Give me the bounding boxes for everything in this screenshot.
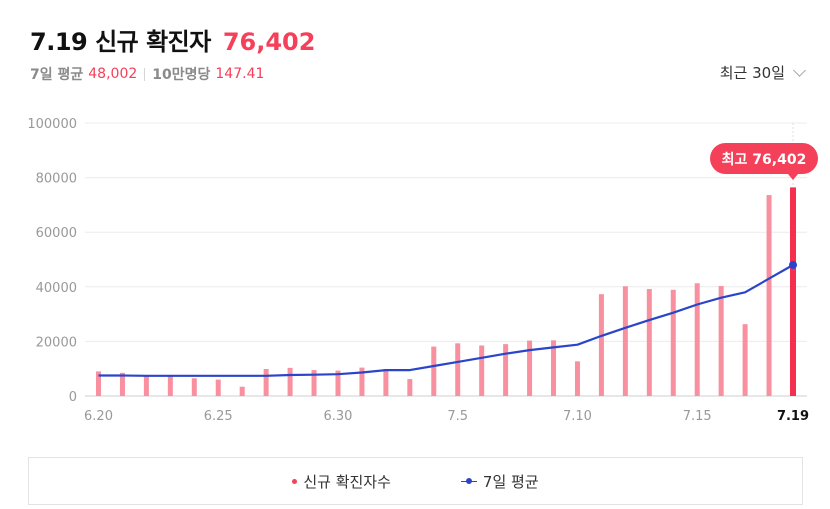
bar xyxy=(96,371,101,396)
average-line xyxy=(98,264,794,377)
bar xyxy=(335,370,341,396)
x-tick-label: 7.10 xyxy=(563,409,592,424)
avg-label: 7일 평균 xyxy=(30,67,84,83)
headline-value: 76,402 xyxy=(222,28,316,56)
bar xyxy=(287,367,293,396)
dot-icon xyxy=(292,478,298,484)
page-header: 7.19 신규 확진자 76,402 xyxy=(30,22,315,57)
legend-label-average: 7일 평균 xyxy=(482,472,539,491)
y-axis-labels: 0 20000 40000 60000 80000 100000 xyxy=(27,117,77,405)
bar-series xyxy=(96,187,796,396)
average-point xyxy=(789,260,797,269)
annotation-pointer xyxy=(788,174,798,180)
bar xyxy=(479,345,485,396)
bar xyxy=(191,378,197,396)
bar xyxy=(694,283,700,396)
bar xyxy=(598,294,604,396)
bar xyxy=(311,370,317,396)
y-tick-label: 80000 xyxy=(36,172,77,187)
legend-item-average[interactable]: 7일 평균 xyxy=(460,471,539,492)
chart-legend: 신규 확진자수 7일 평균 xyxy=(28,457,803,505)
legend-item-cases[interactable]: 신규 확진자수 xyxy=(292,471,391,492)
annotation-value: 76,402 xyxy=(752,152,806,168)
bar xyxy=(574,361,580,396)
bar xyxy=(431,346,437,396)
annotation-label-prefix: 최고 xyxy=(722,152,753,168)
bar xyxy=(263,368,269,396)
bar xyxy=(167,376,173,396)
period-label: 최근 30일 xyxy=(719,64,785,82)
bar xyxy=(527,340,533,396)
bar xyxy=(622,286,628,396)
line-series xyxy=(98,260,797,377)
bar xyxy=(551,340,557,396)
x-axis-labels: 6.20 6.25 6.30 7.5 7.10 7.15 7.19 xyxy=(84,409,809,424)
bar xyxy=(143,375,149,396)
per100k-label: 10만명당 xyxy=(152,67,211,83)
bar xyxy=(215,379,221,396)
bar xyxy=(646,288,652,396)
y-tick-label: 60000 xyxy=(36,226,77,241)
annotation-label: 최고 76,402 xyxy=(722,152,807,168)
bar xyxy=(359,367,365,396)
x-tick-label: 6.25 xyxy=(204,409,233,424)
x-tick-label: 6.30 xyxy=(324,409,353,424)
bar xyxy=(718,285,724,396)
y-tick-label: 0 xyxy=(69,390,77,405)
per100k-value: 147.41 xyxy=(215,66,265,82)
bar xyxy=(670,289,676,396)
bar xyxy=(455,343,461,396)
bar xyxy=(503,344,509,396)
page-title: 7.19 신규 확진자 xyxy=(30,28,211,56)
line-marker-icon xyxy=(460,477,477,485)
x-tick-label: 7.15 xyxy=(683,409,712,424)
avg-value: 48,002 xyxy=(88,66,138,82)
y-tick-label: 100000 xyxy=(27,117,77,132)
bar xyxy=(790,187,796,396)
period-dropdown[interactable]: 최근 30일 xyxy=(719,62,806,83)
bar xyxy=(742,324,748,396)
x-tick-label: 6.20 xyxy=(84,409,113,424)
bar xyxy=(239,386,245,396)
bar xyxy=(119,372,125,396)
x-tick-label: 7.19 xyxy=(777,409,809,424)
x-tick-label: 7.5 xyxy=(447,409,468,424)
y-tick-label: 20000 xyxy=(36,335,77,350)
legend-label-cases: 신규 확진자수 xyxy=(303,472,391,491)
chart-area: 0 20000 40000 60000 80000 100000 6.20 6.25 6.30… xyxy=(27,117,818,424)
y-tick-label: 40000 xyxy=(36,281,77,296)
bar xyxy=(766,195,772,396)
bar xyxy=(383,368,389,396)
annotation-bubble xyxy=(710,143,818,174)
stats-divider xyxy=(144,67,146,81)
summary-stats: 7일 평균 48,002 10만명당 147.41 xyxy=(30,64,264,84)
peak-annotation: 최고 76,402 xyxy=(710,143,818,180)
bar xyxy=(407,379,413,396)
